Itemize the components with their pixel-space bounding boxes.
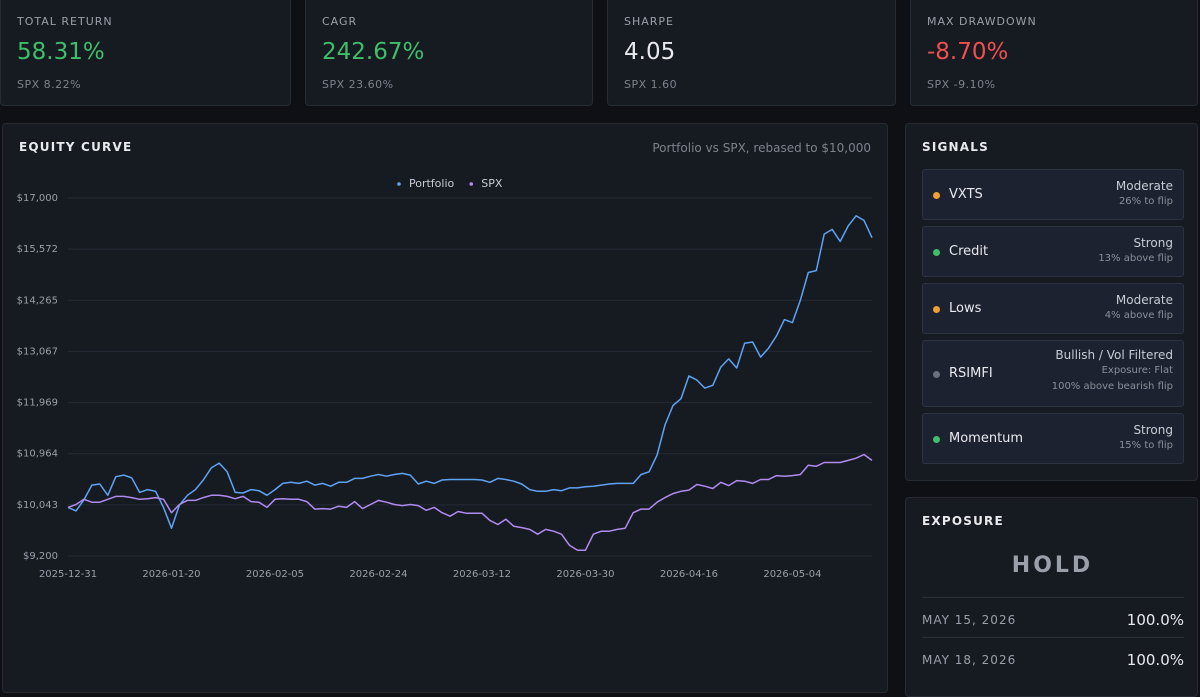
- metric-sub: SPX 1.60: [624, 78, 678, 91]
- chart-subtitle: Portfolio vs SPX, rebased to $10,000: [652, 141, 871, 155]
- signal-detail: Exposure: Flat: [1101, 365, 1173, 376]
- x-tick-label: 2026-04-16: [660, 569, 718, 580]
- signal-detail: 13% above flip: [1098, 253, 1173, 264]
- metric-value: 242.67%: [322, 39, 425, 65]
- exposure-date: MAY 15, 2026: [922, 613, 1017, 627]
- y-tick-label: $10,043: [17, 500, 58, 511]
- signal-dot: [933, 370, 940, 378]
- x-tick-label: 2026-02-24: [349, 569, 407, 580]
- signal-dot: [933, 248, 940, 256]
- equity-chart: $9,200 $10,043 $10,964 $11,969 $13,067 $14,26…: [17, 177, 873, 580]
- y-tick-label: $17,000: [17, 193, 58, 204]
- metric-value: 4.05: [624, 39, 676, 65]
- signal-detail: 26% to flip: [1118, 196, 1173, 207]
- metric-sub: SPX -9.10%: [927, 78, 996, 91]
- series-line: [67, 453, 873, 552]
- exposure-value: 100.0%: [1126, 611, 1184, 629]
- y-tick-label: $13,067: [17, 346, 58, 357]
- signal-name: VXTS: [949, 186, 983, 202]
- metric-label: SHARPE: [624, 15, 675, 28]
- x-tick-label: 2026-05-04: [763, 569, 821, 580]
- signals-panel: SIGNALS VXTS Moderate 26% to flip Credit Str…: [905, 123, 1198, 481]
- signal-item: VXTS Moderate 26% to flip: [922, 169, 1184, 220]
- chart-title: EQUITY CURVE: [19, 140, 133, 154]
- metric-card: TOTAL RETURN 58.31% SPX 8.22%: [0, 0, 291, 106]
- signal-right: Bullish / Vol Filtered Exposure: Flat 100%…: [1052, 347, 1173, 395]
- signal-status: Bullish / Vol Filtered: [1055, 348, 1173, 362]
- y-tick-label: $10,964: [17, 449, 58, 460]
- signal-dot: [933, 191, 940, 199]
- legend-label: SPX: [481, 177, 503, 190]
- signal-status: Moderate: [1115, 179, 1173, 193]
- exposure-panel: EXPOSURE HOLD MAY 15, 2026 100.0% MAY 18, …: [905, 497, 1198, 697]
- signal-name: Credit: [949, 243, 989, 259]
- signal-status: Moderate: [1115, 293, 1173, 307]
- metric-sub: SPX 23.60%: [322, 78, 394, 91]
- signal-item: RSIMFI Bullish / Vol Filtered Exposure: Fl…: [922, 340, 1184, 407]
- signal-right: Moderate 4% above flip: [1105, 292, 1173, 324]
- equity-panel: EQUITY CURVE Portfolio vs SPX, rebased t…: [2, 123, 888, 693]
- metric-card: CAGR 242.67% SPX 23.60%: [305, 0, 593, 106]
- signal-item: Momentum Strong 15% to flip: [922, 413, 1184, 464]
- metric-label: MAX DRAWDOWN: [927, 15, 1037, 28]
- exposure-row: MAY 18, 2026 100.0%: [922, 637, 1184, 674]
- signal-name: Lows: [949, 300, 982, 316]
- metric-value: 58.31%: [17, 39, 105, 65]
- y-tick-label: $9,200: [23, 551, 58, 562]
- signal-status: Strong: [1133, 236, 1173, 250]
- x-tick-label: 2025-12-31: [39, 569, 97, 580]
- signal-detail: 100% above bearish flip: [1051, 381, 1173, 392]
- x-tick-label: 2026-01-20: [142, 569, 200, 580]
- series-line: [67, 215, 873, 529]
- signal-right: Strong 15% to flip: [1119, 422, 1173, 454]
- exposure-row: MAY 15, 2026 100.0%: [922, 597, 1184, 634]
- signal-name: Momentum: [949, 430, 1024, 446]
- legend-marker: [469, 182, 474, 186]
- signal-dot: [933, 435, 940, 443]
- signal-detail: 4% above flip: [1104, 310, 1173, 321]
- metric-value: -8.70%: [927, 39, 1009, 65]
- signal-item: Lows Moderate 4% above flip: [922, 283, 1184, 334]
- y-tick-label: $14,265: [17, 295, 58, 306]
- legend-label: Portfolio: [409, 177, 455, 190]
- x-tick-label: 2026-02-05: [246, 569, 304, 580]
- exposure-date: MAY 18, 2026: [922, 653, 1017, 667]
- metric-label: CAGR: [322, 15, 358, 28]
- signal-name: RSIMFI: [949, 365, 993, 381]
- signal-dot: [933, 305, 940, 313]
- signal-detail: 15% to flip: [1118, 440, 1173, 451]
- metric-sub: SPX 8.22%: [17, 78, 82, 91]
- signal-status: Strong: [1133, 423, 1173, 437]
- x-tick-label: 2026-03-12: [453, 569, 511, 580]
- metric-card: SHARPE 4.05 SPX 1.60: [607, 0, 896, 106]
- signals-title: SIGNALS: [922, 140, 989, 154]
- exposure-state: HOLD: [1011, 553, 1094, 578]
- signal-right: Strong 13% above flip: [1098, 235, 1173, 267]
- signal-right: Moderate 26% to flip: [1116, 178, 1173, 210]
- exposure-value: 100.0%: [1126, 651, 1184, 669]
- y-tick-label: $15,572: [17, 244, 58, 255]
- legend-marker: [397, 182, 401, 186]
- exposure-title: EXPOSURE: [922, 514, 1004, 528]
- metric-label: TOTAL RETURN: [17, 15, 113, 28]
- metric-card: MAX DRAWDOWN -8.70% SPX -9.10%: [910, 0, 1198, 106]
- x-tick-label: 2026-03-30: [556, 569, 614, 580]
- y-tick-label: $11,969: [17, 398, 58, 409]
- signal-item: Credit Strong 13% above flip: [922, 226, 1184, 277]
